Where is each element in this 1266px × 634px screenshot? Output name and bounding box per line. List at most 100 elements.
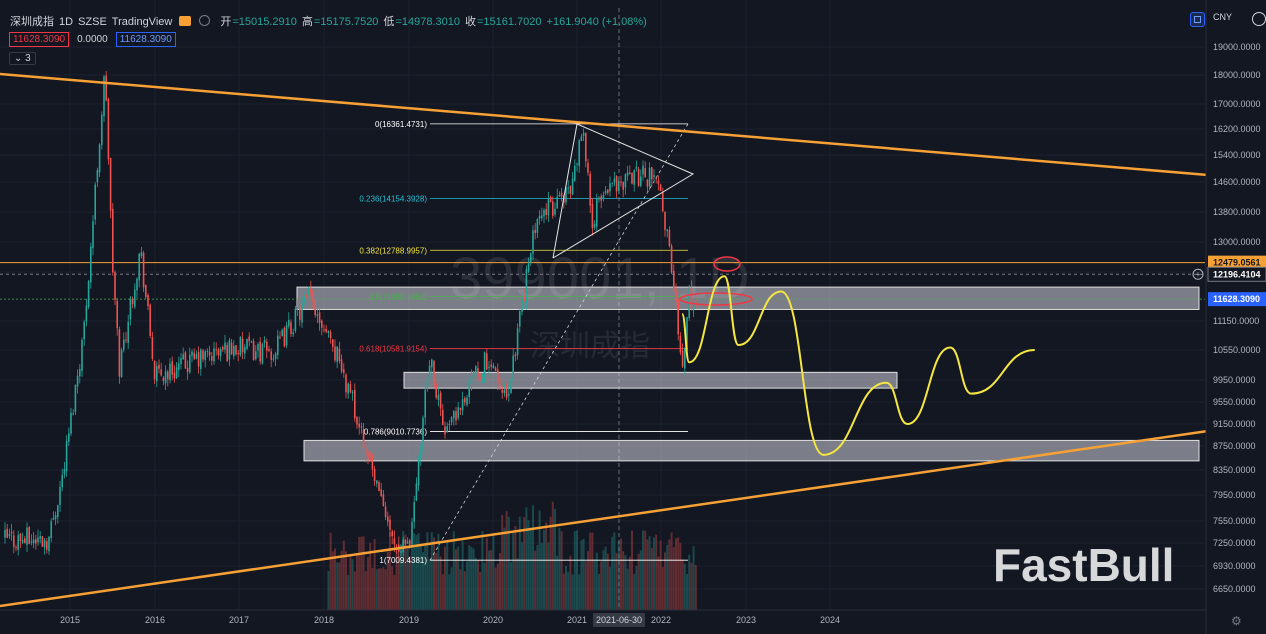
indicator-value-1: 11628.3090 [9,32,70,47]
volume-bar [628,556,631,610]
volume-bar [587,551,589,610]
currency-label[interactable]: CNY [1213,12,1233,22]
volume-bar [525,507,528,610]
candle-body [235,345,237,355]
candle-body [380,489,382,497]
user-avatar-icon[interactable] [1252,12,1266,26]
candle-body [52,518,55,520]
collapse-indicators-button[interactable]: ⌄ 3 [9,52,36,65]
candle-body [252,340,255,361]
price-tick-label: 13800.0000 [1213,207,1261,217]
candle-body [567,187,569,189]
candle-body [472,371,475,378]
volume-bar [573,530,576,610]
candle-body [373,468,376,482]
volume-bar [536,545,539,610]
volume-bar [466,561,468,610]
candle-body [63,469,66,475]
candle-body [175,367,178,379]
close-label: 收 [464,16,476,28]
candle-body [637,168,640,186]
settings-gear-icon[interactable]: ⚙ [1231,614,1242,628]
candle-body [6,528,8,538]
candle-body [376,480,378,484]
volume-bar [593,559,596,610]
candle-body [57,505,59,517]
volume-bar [457,546,460,610]
candle-body [675,290,677,302]
candle-body [402,539,404,553]
candle-body [65,441,68,472]
volume-bar [448,574,451,610]
exchange: SZSE [78,16,107,28]
volume-bar [428,559,431,610]
candle-body [516,328,519,356]
candle-body [521,297,523,312]
volume-bar [554,509,556,610]
volume-bar [433,537,435,610]
time-tick-label: 2020 [483,615,503,625]
low-label: 低 [383,16,395,28]
interval[interactable]: 1D [59,16,74,28]
price-tick-label: 9150.0000 [1213,419,1256,429]
support-zone [303,439,1200,462]
candle-body [360,426,363,428]
drawings[interactable] [0,72,1209,608]
volume-bar [694,565,697,610]
candle-body [556,196,558,209]
triangle-pattern [552,123,695,259]
volume-bar [360,536,363,610]
candle-body [186,367,189,373]
candle-body [648,167,651,187]
watermark-name: 深圳成指 [530,329,650,364]
volume-bar [534,550,537,610]
candle-body [532,230,534,254]
candle-body [340,359,343,372]
volume-bar [439,556,442,610]
fib-level-label: 0.382(12788.9957) [359,246,427,255]
fib-level-label: 0.786(9010.7736) [364,428,428,437]
candle-body [96,169,99,183]
volume-bar [681,559,684,610]
candle-body [147,295,149,307]
volume-bar [353,571,356,610]
volume-bar [527,520,530,610]
fibonacci-retracement[interactable]: 0(16361.4731) 0.236(14154.3928) 0.382(1278… [359,120,689,565]
fib-trend-line [429,123,689,561]
candle-body [534,229,536,233]
candle-body [666,229,668,231]
candle-body [433,360,435,386]
candle-body [338,348,341,362]
volume-bar [646,539,649,610]
highlight-ellipse [713,256,741,272]
volume-bar [334,548,336,610]
candle-body [162,377,165,382]
candle-body [182,354,184,360]
volume-bar [437,533,440,610]
screenshot-icon[interactable] [1190,12,1205,27]
volume-bar [364,571,367,610]
candle-body [684,348,686,369]
candle-body [371,460,374,470]
candle-body [87,281,90,307]
candle-body [316,314,319,316]
volume-bar [644,530,647,610]
platform-name: TradingView [111,16,173,28]
volume-bar [378,568,380,610]
candle-body [270,351,272,360]
fib-level-label: 0.618(10581.9154) [359,344,427,353]
candle-body [547,199,550,216]
candle-body [600,196,602,201]
candle-body [653,175,655,178]
support-zone [403,371,898,389]
volume-bar [620,538,622,610]
candle-body [615,176,618,192]
volume-bar [558,527,561,610]
candle-body [431,359,433,368]
volume-bar [408,556,411,610]
symbol-name[interactable]: 深圳成指 [10,16,54,28]
fib-level-label: 0(16361.4731) [375,120,427,129]
candle-body [525,269,528,304]
